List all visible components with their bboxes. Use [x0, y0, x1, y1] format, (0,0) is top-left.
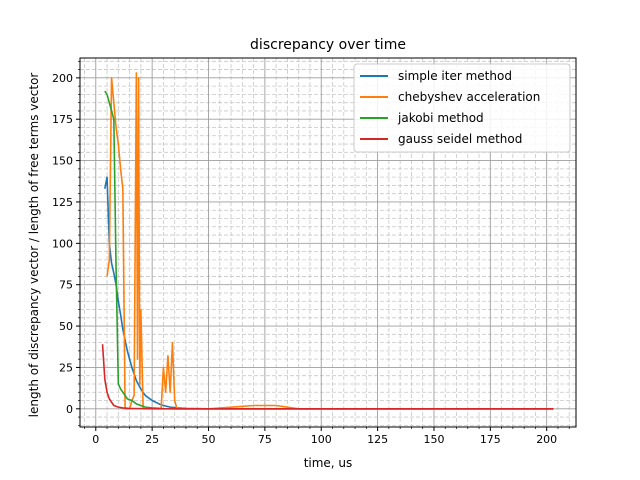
- axes-frame: [79, 57, 577, 428]
- x-axis-label: time, us: [304, 456, 353, 470]
- x-tick-label: 0: [92, 433, 99, 446]
- y-tick-label: 200: [52, 72, 73, 85]
- x-tick-label: 50: [202, 433, 216, 446]
- y-tick-label: 25: [59, 361, 73, 374]
- y-tick-label: 50: [59, 320, 73, 333]
- x-tick-label: 125: [367, 433, 388, 446]
- legend-label: jakobi method: [397, 111, 484, 125]
- ticks: 0 25 50 75 100 125 150 175 200 0 25 50 75 100 125 150 17…: [52, 60, 570, 446]
- x-tick-label: 25: [145, 433, 159, 446]
- x-tick-label: 200: [536, 433, 557, 446]
- y-tick-label: 100: [52, 237, 73, 250]
- x-tick-label: 75: [258, 433, 272, 446]
- legend-label: chebyshev acceleration: [398, 90, 540, 104]
- chart-title: discrepancy over time: [250, 37, 406, 53]
- y-tick-label: 175: [52, 113, 73, 126]
- y-axis-label: length of discrepancy vector / length of…: [27, 73, 41, 418]
- y-tick-label: 75: [59, 279, 73, 292]
- series-line-gauss-seidel-method: [101, 344, 554, 410]
- y-tick-label: 150: [52, 155, 73, 168]
- x-tick-label: 100: [311, 433, 332, 446]
- grid: [80, 58, 576, 427]
- legend-box: [353, 63, 571, 153]
- x-tick-label: 150: [423, 433, 444, 446]
- x-tick-label: 175: [480, 433, 501, 446]
- series-lines: [101, 72, 554, 410]
- y-tick-label: 0: [66, 403, 73, 416]
- legend-label: simple iter method: [398, 69, 512, 83]
- legend: simple iter method chebyshev acceleration…: [353, 63, 571, 153]
- legend-label: gauss seidel method: [398, 132, 522, 146]
- y-tick-label: 125: [52, 196, 73, 209]
